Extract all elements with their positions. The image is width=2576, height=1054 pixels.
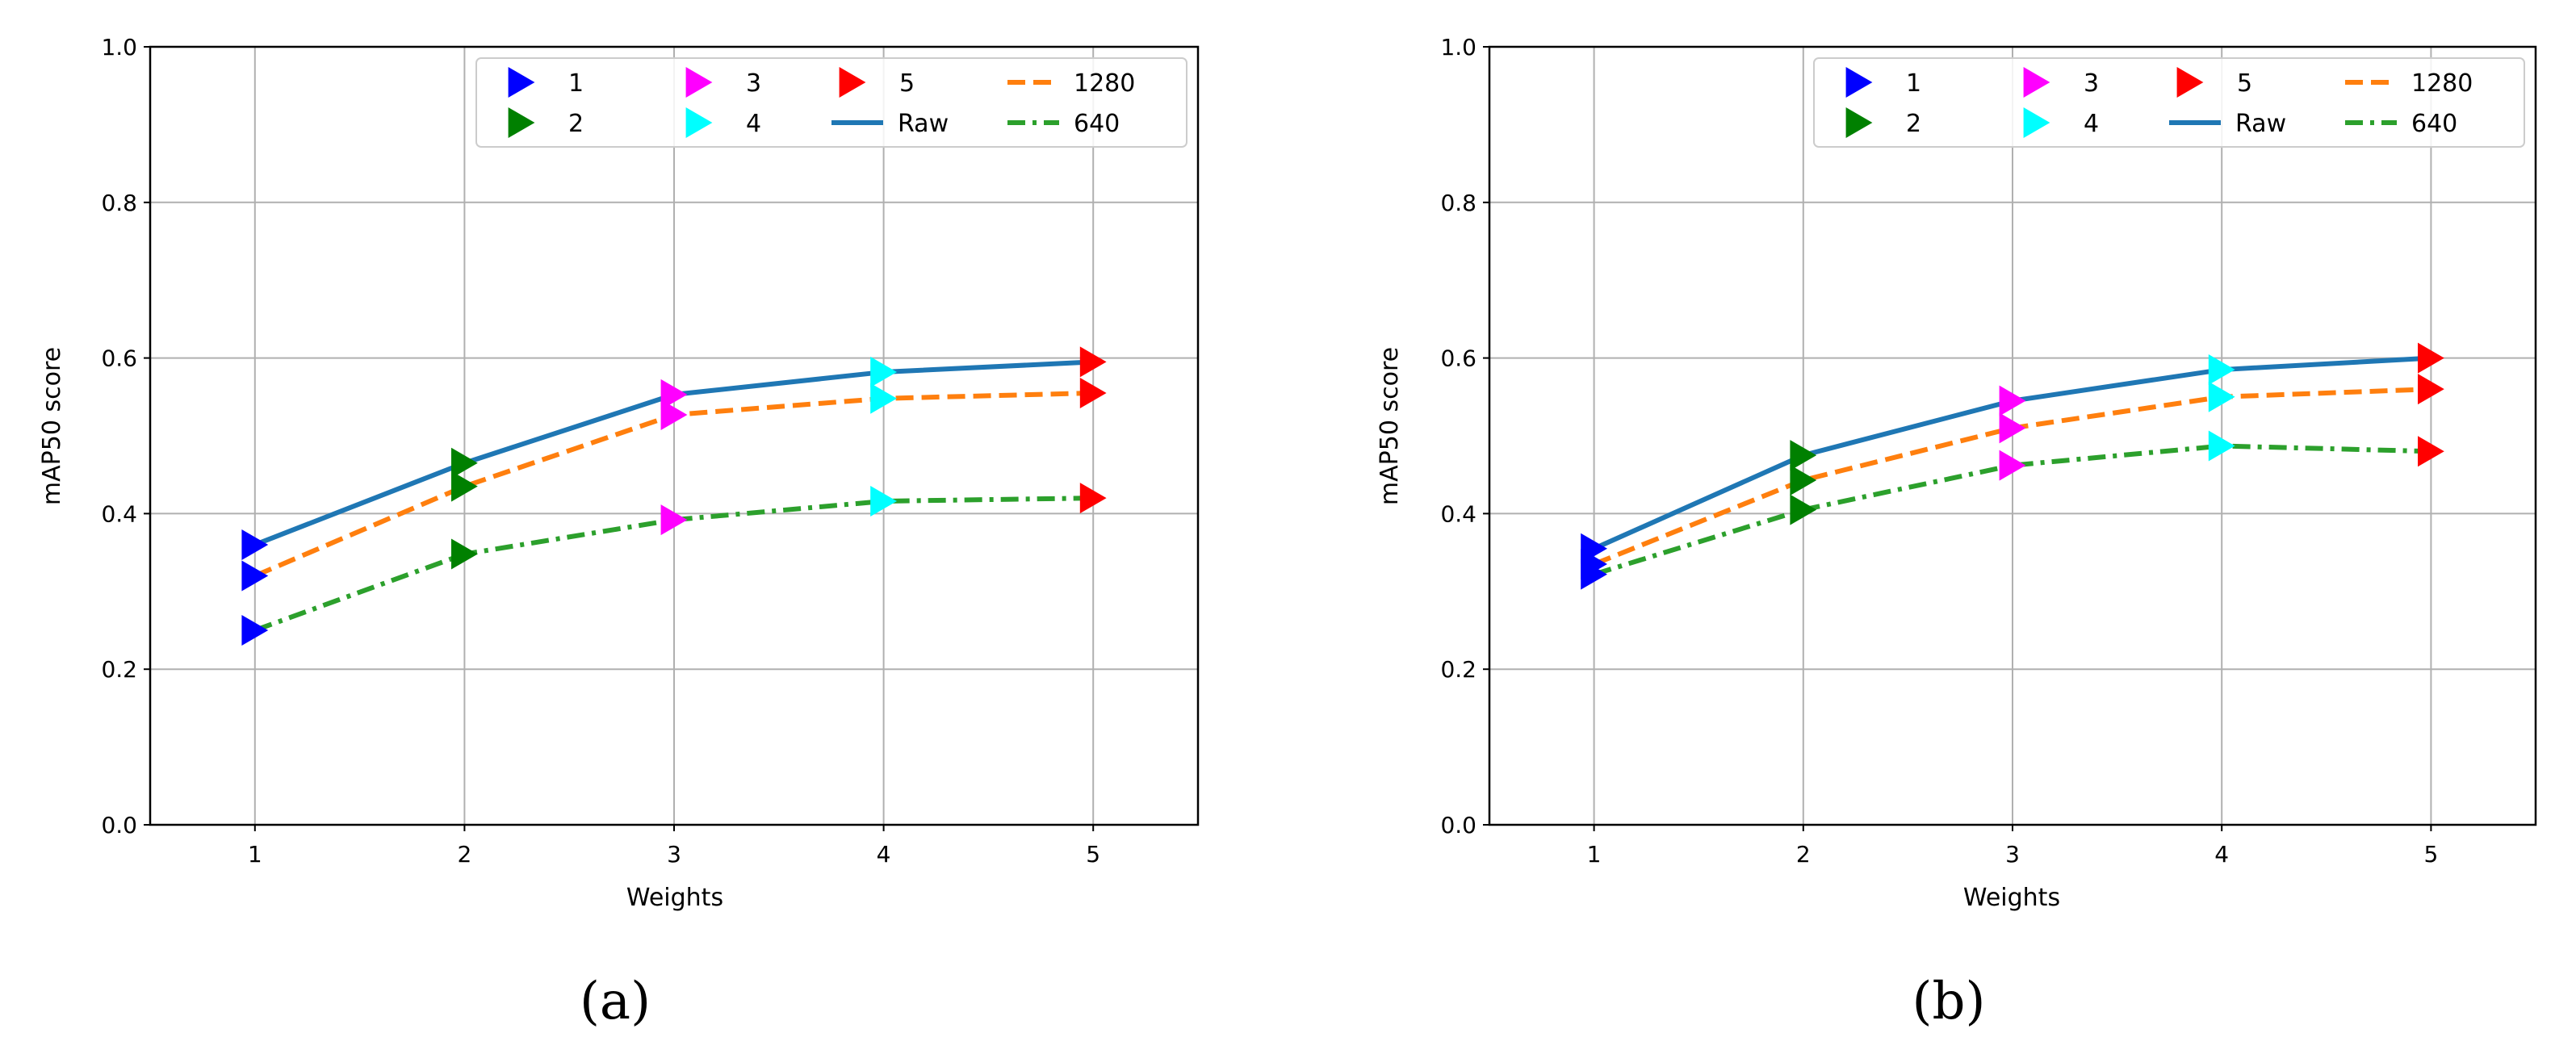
marker-1280-2 bbox=[451, 471, 478, 502]
legend-label-640: 640 bbox=[1074, 110, 1120, 138]
legend-label-2: 2 bbox=[1906, 110, 1921, 138]
legend-marker-3 bbox=[2023, 67, 2050, 98]
legend-label-1280: 1280 bbox=[2411, 69, 2473, 98]
marker-Raw-3 bbox=[660, 379, 688, 410]
chart-b-xlabel: Weights bbox=[1963, 884, 2060, 912]
marker-Raw-4 bbox=[870, 356, 897, 387]
legend-label-1: 1 bbox=[568, 69, 584, 98]
legend-marker-2 bbox=[508, 107, 535, 138]
x-tick-label: 3 bbox=[2005, 841, 2020, 868]
x-tick-label: 5 bbox=[1086, 841, 1100, 868]
marker-640-5 bbox=[2418, 436, 2444, 467]
marker-640-4 bbox=[870, 485, 897, 517]
x-tick-label: 1 bbox=[248, 841, 262, 868]
x-tick-label: 3 bbox=[667, 841, 681, 868]
y-tick-label: 1.0 bbox=[1440, 34, 1476, 61]
legend-marker-4 bbox=[2023, 107, 2050, 138]
marker-Raw-5 bbox=[2418, 342, 2444, 374]
marker-1280-4 bbox=[2208, 381, 2235, 412]
marker-640-1 bbox=[1581, 558, 1607, 590]
legend-marker-4 bbox=[685, 107, 713, 138]
y-tick-label: 0.0 bbox=[1440, 812, 1476, 839]
legend-label-4: 4 bbox=[746, 110, 761, 138]
plot-frame bbox=[1488, 45, 2537, 826]
legend: 1 2 3 4 5 Raw 1280 640 bbox=[475, 57, 1187, 148]
y-tick-label: 1.0 bbox=[101, 34, 137, 61]
marker-Raw-4 bbox=[2208, 354, 2235, 386]
y-tick-label: 0.2 bbox=[101, 656, 137, 683]
marker-1280-5 bbox=[2418, 374, 2444, 405]
legend-label-5: 5 bbox=[2237, 69, 2252, 98]
x-tick-label: 4 bbox=[2214, 841, 2229, 868]
legend: 1 2 3 4 5 Raw 1280 640 bbox=[1813, 57, 2525, 148]
marker-640-3 bbox=[660, 504, 688, 536]
legend-label-5: 5 bbox=[899, 69, 915, 98]
x-tick-label: 2 bbox=[457, 841, 471, 868]
legend-label-4: 4 bbox=[2084, 110, 2099, 138]
marker-640-2 bbox=[1790, 494, 1817, 525]
y-tick-label: 0.4 bbox=[101, 500, 137, 527]
series-line-640 bbox=[1593, 443, 2431, 577]
x-tick-label: 5 bbox=[2423, 841, 2438, 868]
chart-b-caption: (b) bbox=[1912, 972, 1986, 1031]
chart-a: mAP50 score Weights (a) 0.0 0.2 0.4 0.6 0.8 1… bbox=[38, 34, 1200, 1031]
y-tick-label: 0.8 bbox=[1440, 190, 1476, 216]
marker-Raw-3 bbox=[1999, 385, 2026, 416]
y-tick-label: 0.0 bbox=[101, 812, 137, 839]
y-tick-label: 0.2 bbox=[1440, 656, 1476, 683]
legend-label-2: 2 bbox=[568, 110, 584, 138]
legend-label-1: 1 bbox=[1906, 69, 1921, 98]
y-tick-label: 0.8 bbox=[101, 190, 137, 216]
series-line-640 bbox=[253, 496, 1094, 633]
marker-Raw-2 bbox=[1790, 440, 1817, 471]
chart-b-ylabel: mAP50 score bbox=[1376, 347, 1404, 505]
marker-1280-3 bbox=[660, 399, 688, 430]
marker-640-1 bbox=[241, 615, 269, 646]
legend-marker-3 bbox=[685, 67, 713, 98]
chart-a-xlabel: Weights bbox=[626, 884, 723, 912]
marker-Raw-2 bbox=[451, 447, 478, 479]
chart-b: mAP50 score Weights (b) 0.0 0.2 0.4 0.6 0.8 1… bbox=[1376, 34, 2537, 1031]
marker-Raw-5 bbox=[1079, 346, 1107, 378]
legend-label-Raw: Raw bbox=[898, 110, 949, 138]
marker-1280-3 bbox=[1999, 412, 2026, 444]
legend-marker-2 bbox=[1845, 107, 1873, 138]
chart-a-caption: (a) bbox=[580, 972, 651, 1031]
marker-1280-1 bbox=[241, 560, 269, 592]
marker-640-2 bbox=[451, 538, 478, 570]
y-tick-label: 0.4 bbox=[1440, 500, 1476, 527]
marker-640-4 bbox=[2208, 430, 2235, 462]
legend-label-3: 3 bbox=[2084, 69, 2099, 98]
legend-label-1280: 1280 bbox=[1074, 69, 1135, 98]
marker-Raw-1 bbox=[241, 529, 269, 560]
legend-label-3: 3 bbox=[746, 69, 761, 98]
chart-a-ylabel: mAP50 score bbox=[38, 347, 66, 505]
marker-640-3 bbox=[1999, 450, 2026, 481]
plot-frame bbox=[149, 45, 1200, 826]
y-tick-label: 0.6 bbox=[101, 345, 137, 372]
x-tick-label: 1 bbox=[1587, 841, 1602, 868]
marker-1280-5 bbox=[1079, 377, 1107, 408]
legend-marker-5 bbox=[839, 67, 866, 98]
marker-1280-4 bbox=[870, 383, 897, 414]
y-tick-label: 0.6 bbox=[1440, 345, 1476, 372]
legend-marker-5 bbox=[2176, 67, 2204, 98]
legend-label-640: 640 bbox=[2411, 110, 2457, 138]
x-tick-label: 4 bbox=[877, 841, 891, 868]
legend-marker-1 bbox=[1845, 67, 1873, 98]
marker-640-5 bbox=[1079, 483, 1107, 514]
legend-marker-1 bbox=[508, 67, 535, 98]
x-tick-label: 2 bbox=[1796, 841, 1811, 868]
legend-label-Raw: Raw bbox=[2235, 110, 2286, 138]
marker-1280-2 bbox=[1790, 464, 1817, 496]
